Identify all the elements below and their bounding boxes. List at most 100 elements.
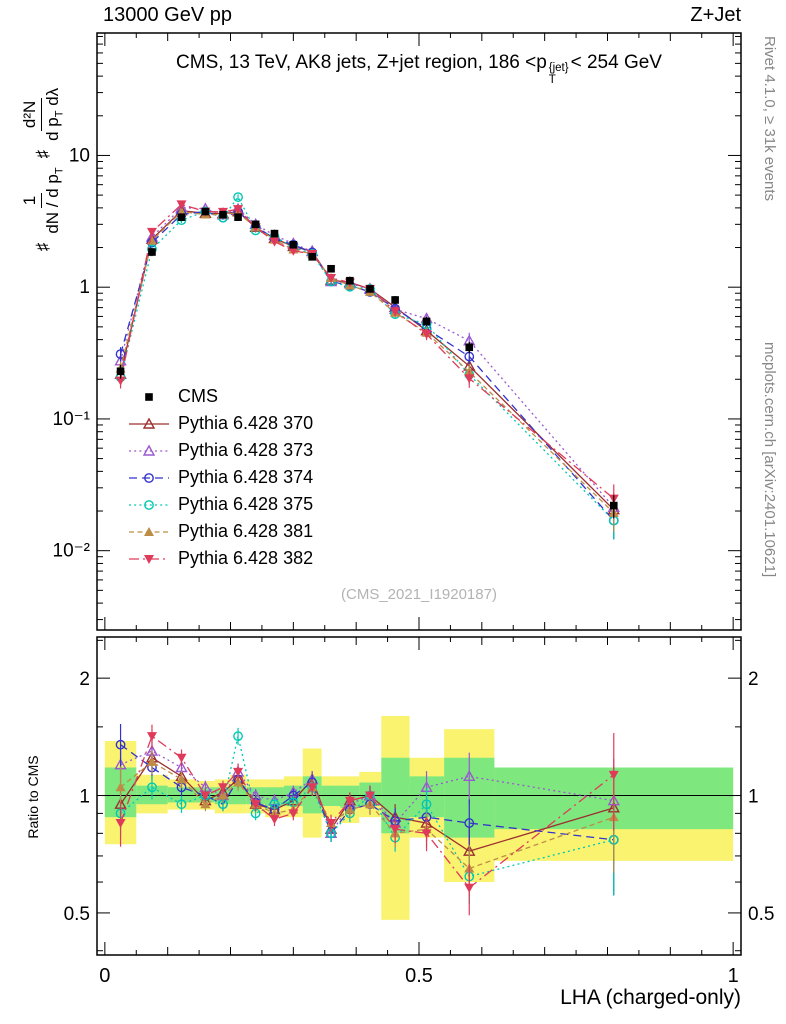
ratio-y-tick-label-right: 2	[748, 669, 759, 690]
marker-circle	[144, 472, 154, 483]
marker-circle	[115, 349, 126, 360]
marker-triangle-down	[200, 791, 211, 801]
x-tick-label: 1	[728, 965, 739, 987]
series-line	[119, 207, 615, 508]
marker-square	[219, 210, 227, 219]
legend-item-375: Pythia 6.428 375	[128, 491, 313, 518]
legend-label-373: Pythia 6.428 373	[178, 440, 314, 460]
header-process: Z+Jet	[690, 4, 741, 26]
marker-triangle-down	[176, 753, 187, 763]
main-y-tick-label: 10⁻²	[53, 541, 91, 562]
ylabel-frac2-den: d pT dλ	[42, 87, 65, 141]
legend-label-370: Pythia 6.428 370	[178, 413, 314, 433]
ylabel-fraction-2: d²N d pT dλ	[19, 85, 66, 144]
ylabel-frac2-num: d²N	[19, 97, 42, 132]
marker-triangle-down	[115, 819, 126, 829]
marker-triangle-down	[146, 732, 157, 742]
series-line	[119, 211, 615, 514]
marker-triangle	[217, 790, 228, 800]
legend-item-382: Pythia 6.428 382	[128, 545, 313, 572]
marker-triangle-down	[269, 237, 280, 247]
legend-item-381: Pythia 6.428 381	[128, 518, 313, 545]
plot-title-sup: {jet}	[548, 62, 569, 74]
ratio-y-tick-label-right: 1	[748, 787, 759, 808]
marker-circle	[421, 799, 432, 810]
plot-title-pre: CMS, 13 TeV, AK8 jets, Z+jet region, 186…	[176, 52, 547, 73]
rivet-version-note: Rivet 4.1.0, ≥ 31k events	[761, 36, 778, 201]
x-tick-label: 0	[99, 965, 110, 987]
marker-circle	[147, 782, 157, 793]
marker-triangle-down	[307, 783, 318, 793]
ratio-y-tick-label-left: 2	[79, 669, 90, 690]
plot-title: CMS, 13 TeV, AK8 jets, Z+jet region, 186…	[97, 52, 741, 86]
marker-triangle	[200, 799, 211, 809]
marker-square	[346, 276, 354, 285]
legend-label-375: Pythia 6.428 375	[178, 494, 314, 514]
marker-triangle-down	[390, 307, 401, 317]
marker-circle	[176, 799, 187, 810]
ylabel-sharp-1: ♯	[33, 242, 52, 252]
marker-circle	[464, 818, 475, 828]
ratio-y-tick-label-right: 0.5	[748, 904, 774, 925]
marker-square	[422, 317, 431, 326]
marker-triangle-down	[464, 374, 475, 384]
marker-square	[308, 253, 316, 261]
marker-triangle-down	[344, 796, 355, 806]
legend: CMS Pythia 6.428 370 Pythia 6.428 373 Pythi…	[128, 383, 313, 572]
marker-triangle	[463, 769, 476, 782]
marker-triangle-down	[217, 783, 228, 793]
ylabel-fraction-1: 1 dN / d pT	[19, 164, 66, 236]
marker-triangle	[142, 444, 156, 456]
marker-triangle-down	[326, 274, 337, 284]
legend-marker-sample-374	[129, 472, 169, 483]
plot-title-sub: T	[548, 74, 556, 87]
x-tick-label: 0.5	[405, 965, 433, 987]
legend-marker-sample-375	[129, 499, 169, 510]
marker-circle	[233, 731, 243, 742]
legend-label-cms: CMS	[178, 386, 218, 406]
marker-triangle	[176, 774, 187, 784]
mcplots-citation-note: mcplots.cern.ch [arXiv:2401.10621]	[761, 342, 778, 578]
ratio-panel-frame	[96, 636, 742, 956]
green-band-bin	[230, 785, 247, 805]
marker-triangle-down	[326, 819, 337, 829]
marker-triangle	[115, 782, 126, 792]
marker-triangle-down	[115, 376, 126, 386]
legend-marker-sample-373	[129, 444, 169, 456]
ratio-y-tick-label-left: 1	[79, 787, 90, 808]
legend-label-381: Pythia 6.428 381	[178, 521, 314, 541]
x-axis-label: LHA (charged-only)	[560, 986, 741, 1009]
marker-triangle-down	[176, 200, 187, 210]
pt-jet-superscript-stack: {jet} T	[549, 62, 569, 86]
legend-label-382: Pythia 6.428 382	[178, 548, 314, 568]
marker-triangle-down	[421, 330, 432, 340]
marker-triangle-down	[146, 227, 157, 237]
marker-triangle-down	[233, 205, 244, 215]
ratio-y-tick-label-left: 0.5	[64, 904, 90, 925]
marker-square	[234, 213, 242, 221]
marker-square	[391, 296, 399, 304]
marker-square	[366, 285, 374, 293]
marker-circle	[233, 192, 243, 203]
ylabel-sharp-2: ♯	[33, 149, 52, 159]
axis-tick-labels: 10 1 10⁻¹ 10⁻² 2 2 1 1 0.5 0.5 0 0.5 1	[53, 145, 775, 987]
cms-data-points	[116, 207, 618, 519]
marker-square	[251, 220, 260, 229]
marker-triangle-down	[250, 800, 261, 810]
marker-triangle-down	[390, 825, 401, 835]
legend-item-373: Pythia 6.428 373	[128, 437, 313, 464]
ylabel-frac1-num: 1	[19, 192, 42, 209]
legend-marker-sample-cms	[145, 392, 153, 401]
marker-triangle-down	[269, 815, 280, 825]
series-line	[120, 750, 614, 835]
marker-triangle	[233, 777, 244, 787]
legend-item-370: Pythia 6.428 370	[128, 410, 313, 437]
marker-triangle-down	[288, 246, 299, 256]
plot-title-post: < 254 GeV	[570, 52, 662, 73]
marker-square	[145, 392, 153, 401]
marker-triangle	[144, 526, 154, 536]
main-y-tick-label: 10	[69, 145, 90, 166]
marker-square	[177, 213, 186, 221]
ratio-y-axis-label: Ratio to CMS	[25, 755, 41, 839]
